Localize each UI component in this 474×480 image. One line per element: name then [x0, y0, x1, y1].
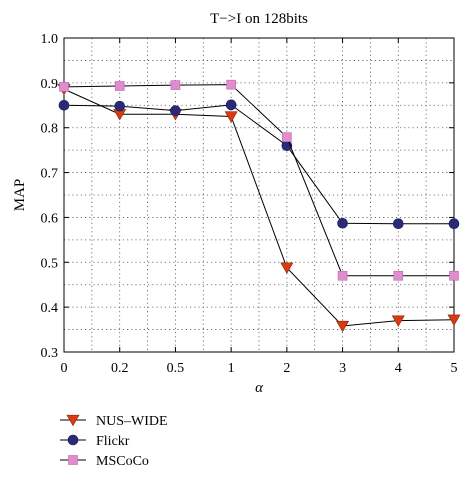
x-tick-label: 0.5 — [167, 361, 185, 376]
data-point — [336, 320, 350, 333]
data-point — [170, 80, 181, 90]
data-point — [226, 79, 236, 90]
data-point — [114, 100, 126, 112]
legend-marker — [66, 414, 80, 427]
data-point — [337, 217, 348, 229]
y-tick-label: 1.0 — [41, 32, 59, 47]
data-point — [447, 314, 461, 327]
data-point — [225, 99, 237, 111]
data-point — [393, 270, 404, 281]
legend-label: NUS–WIDE — [96, 414, 168, 429]
y-tick-label: 0.9 — [41, 77, 59, 92]
legend-item: Flickr — [60, 434, 130, 449]
data-point — [280, 262, 294, 274]
legend-marker — [67, 434, 79, 446]
series-line — [63, 84, 454, 277]
data-point — [59, 82, 69, 92]
x-tick-label: 0.2 — [111, 361, 129, 376]
data-point — [448, 218, 460, 230]
legend-item: NUS–WIDE — [60, 414, 168, 429]
x-tick-label: 1 — [228, 361, 235, 376]
chart-title: T−>I on 128bits — [210, 11, 308, 27]
series-3 — [59, 79, 459, 281]
x-tick-label: 0 — [61, 361, 68, 376]
series-line — [63, 104, 454, 225]
data-point — [392, 218, 404, 230]
x-tick-label: 4 — [395, 361, 402, 376]
data-point — [170, 105, 181, 116]
legend-label: Flickr — [96, 434, 130, 449]
x-axis-title: α — [255, 380, 264, 396]
y-tick-label: 0.4 — [41, 301, 59, 316]
y-axis: 0.3 0.4 0.5 0.6 0.7 0.8 0.9 1.0 — [41, 32, 454, 361]
y-axis-title: MAP — [12, 179, 28, 212]
data-point — [114, 81, 125, 91]
y-tick-label: 0.3 — [41, 346, 59, 361]
data-point — [282, 132, 292, 142]
series-line — [63, 88, 455, 327]
x-tick-label: 3 — [339, 361, 346, 376]
x-tick-label: 2 — [283, 361, 290, 376]
legend-item: MSCoCo — [60, 454, 149, 469]
plot-frame — [63, 37, 455, 353]
y-tick-label: 0.7 — [41, 167, 59, 182]
legend: NUS–WIDE Flickr MSCoCo — [60, 414, 168, 469]
series — [57, 79, 461, 333]
y-tick-label: 0.8 — [41, 122, 59, 137]
x-tick-label: 5 — [451, 361, 458, 376]
data-point — [58, 99, 70, 111]
data-point — [391, 315, 405, 327]
legend-label: MSCoCo — [96, 454, 149, 469]
data-point — [449, 270, 459, 281]
series-2 — [58, 99, 460, 230]
y-tick-label: 0.5 — [41, 256, 59, 271]
legend-marker — [68, 455, 78, 465]
y-tick-label: 0.6 — [41, 211, 59, 226]
data-point — [224, 111, 238, 123]
x-axis: 0 0.2 0.5 1 2 3 4 5 — [61, 38, 458, 376]
data-point — [337, 270, 348, 281]
